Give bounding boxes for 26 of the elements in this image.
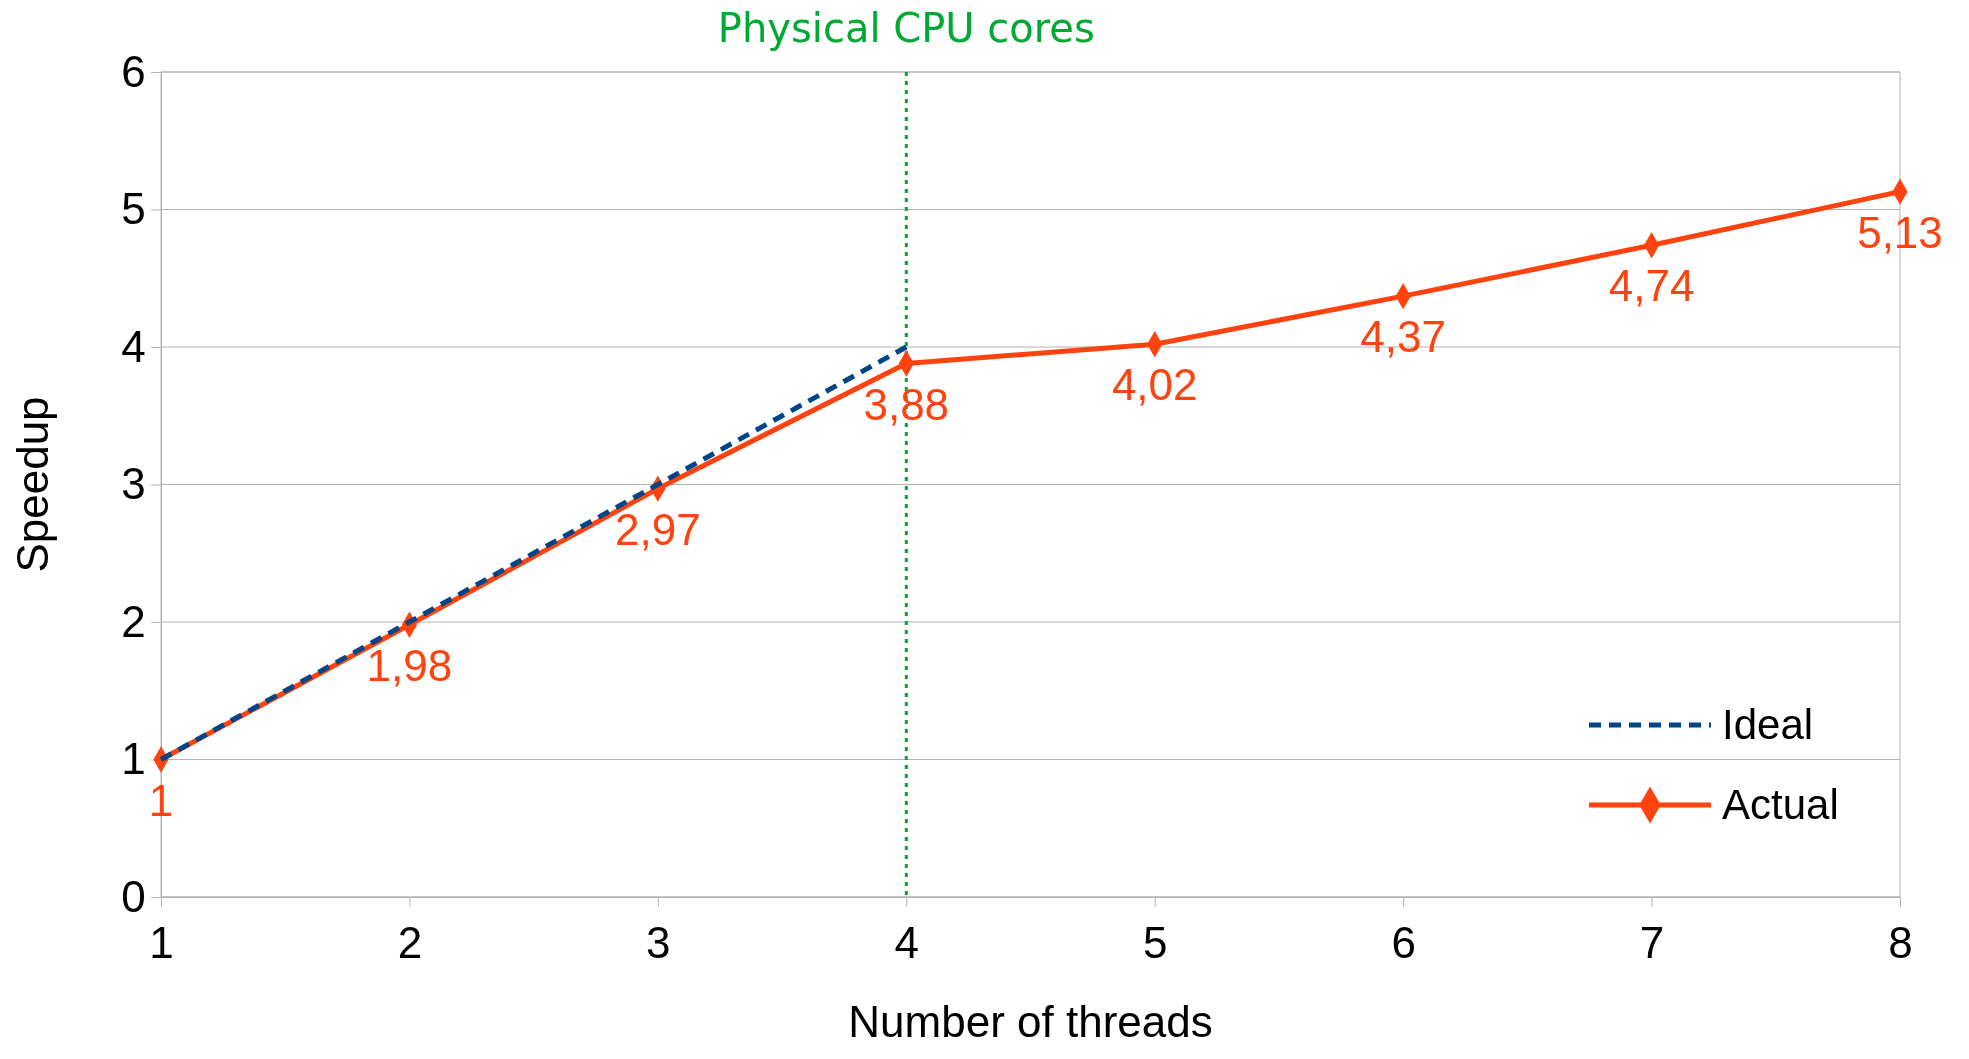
y-tick-label: 1 [121,734,146,784]
ref-line-label: Physical CPU cores [717,5,1095,51]
y-axis-title: Speedup [8,396,57,573]
y-tick-label: 2 [121,596,146,646]
x-axis-title: Number of threads [848,997,1213,1046]
y-tick-label: 5 [121,184,146,234]
y-tick-label: 3 [121,459,146,509]
data-label: 1,98 [366,640,453,690]
x-tick-label: 6 [1391,918,1416,968]
data-label: 4,37 [1360,312,1446,362]
legend-label: Ideal [1722,701,1814,748]
x-tick-label: 2 [397,918,423,968]
data-label: 4,74 [1608,261,1695,311]
data-label: 5,13 [1857,207,1943,257]
x-tick-label: 4 [894,918,920,968]
data-label: 2,97 [615,504,701,554]
x-tick-label: 3 [646,918,671,968]
x-tick-label: 5 [1142,918,1168,968]
y-tick-label: 4 [121,321,146,371]
x-tick-label: 8 [1888,918,1913,968]
x-tick-label: 7 [1639,918,1665,968]
data-label: 3,88 [863,379,950,429]
data-label: 4,02 [1111,360,1198,410]
legend-label: Actual [1722,781,1839,828]
y-tick-label: 6 [121,46,146,96]
y-tick-label: 0 [121,871,146,921]
